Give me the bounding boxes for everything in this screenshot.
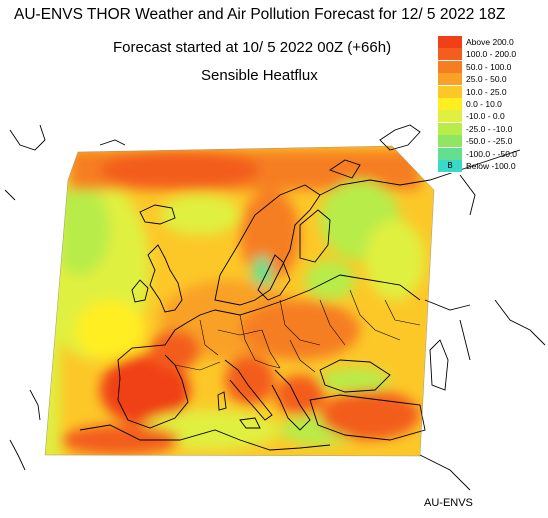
map-title: AU-ENVS THOR Weather and Air Pollution F… bbox=[14, 6, 506, 23]
legend-mark: B bbox=[447, 160, 453, 170]
legend-label: Below -100.0 bbox=[466, 160, 516, 171]
borders bbox=[174, 289, 421, 373]
legend-entry: -100.0 - -50.0 bbox=[438, 147, 548, 161]
legend-entry: 50.0 - 100.0 bbox=[438, 60, 548, 74]
forecast-start-label: Forecast started at 10/ 5 2022 00Z (+66h… bbox=[113, 39, 392, 56]
footer-credit: AU-ENVS bbox=[424, 497, 473, 509]
legend-label: -25.0 - -10.0 bbox=[466, 123, 513, 134]
legend-swatch bbox=[438, 73, 462, 87]
legend-swatch bbox=[438, 60, 462, 74]
coastlines bbox=[4, 124, 546, 491]
heatflux-field bbox=[45, 146, 434, 456]
legend-label: 25.0 - 50.0 bbox=[466, 74, 507, 85]
legend-entry: Above 200.0 bbox=[438, 36, 548, 49]
legend-swatch bbox=[438, 36, 462, 49]
legend-entry: 100.0 - 200.0 bbox=[438, 48, 548, 62]
legend-swatch bbox=[438, 97, 462, 111]
legend-label: 50.0 - 100.0 bbox=[466, 61, 512, 72]
legend-entry: -50.0 - -25.0 bbox=[438, 135, 548, 149]
color-legend: Above 200.0 100.0 - 200.0 50.0 - 100.0 2… bbox=[438, 36, 548, 173]
legend-label: 100.0 - 200.0 bbox=[466, 49, 517, 60]
legend-swatch bbox=[438, 135, 462, 149]
legend-swatch bbox=[438, 85, 462, 99]
legend-label: Above 200.0 bbox=[466, 37, 514, 47]
field-name-label: Sensible Heatflux bbox=[201, 67, 318, 84]
legend-label: -100.0 - -50.0 bbox=[466, 148, 518, 159]
legend-entry: 0.0 - 10.0 bbox=[438, 97, 548, 111]
legend-entry: 10.0 - 25.0 bbox=[438, 85, 548, 99]
legend-swatch bbox=[438, 147, 462, 161]
legend-entry: -25.0 - -10.0 bbox=[438, 122, 548, 136]
legend-entry: 25.0 - 50.0 bbox=[438, 73, 548, 87]
legend-label: 0.0 - 10.0 bbox=[466, 98, 502, 109]
legend-swatch bbox=[438, 110, 462, 124]
legend-swatch: B bbox=[438, 159, 462, 173]
legend-entry: B Below -100.0 bbox=[438, 159, 548, 173]
legend-swatch bbox=[438, 48, 462, 62]
legend-label: -10.0 - 0.0 bbox=[466, 111, 505, 122]
legend-entry: -10.0 - 0.0 bbox=[438, 110, 548, 124]
legend-label: 10.0 - 25.0 bbox=[466, 86, 507, 97]
legend-label: -50.0 - -25.0 bbox=[466, 136, 513, 147]
legend-swatch bbox=[438, 122, 462, 136]
